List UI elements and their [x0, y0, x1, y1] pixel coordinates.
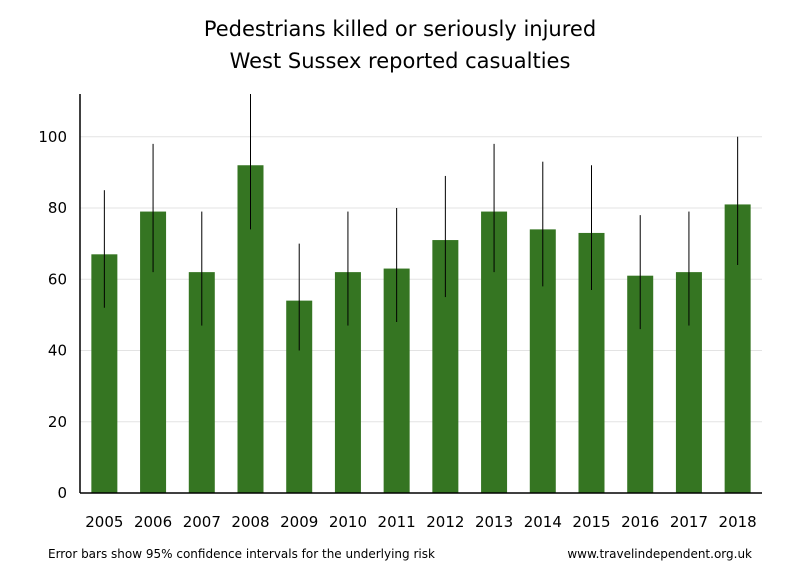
y-tick-label: 60: [48, 270, 67, 288]
axes: [79, 94, 762, 494]
y-tick-label: 20: [48, 413, 67, 431]
x-tick-label: 2008: [231, 513, 269, 531]
x-tick-label: 2006: [134, 513, 172, 531]
x-tick-label: 2014: [524, 513, 562, 531]
footnote-right: www.travelindependent.org.uk: [567, 547, 752, 561]
x-tick-label: 2017: [670, 513, 708, 531]
bars: [91, 165, 751, 493]
y-tick-labels: 0 20 40 60 80 100: [38, 128, 67, 502]
x-tick-label: 2015: [572, 513, 610, 531]
y-tick-label: 80: [48, 199, 67, 217]
footnote-left: Error bars show 95% confidence intervals…: [48, 547, 435, 561]
x-tick-label: 2013: [475, 513, 513, 531]
x-tick-label: 2010: [329, 513, 367, 531]
x-tick-label: 2005: [85, 513, 123, 531]
y-tick-label: 0: [57, 484, 67, 502]
error-bars: [103, 94, 739, 351]
chart-title: Pedestrians killed or seriously injured: [204, 17, 596, 41]
gridlines: [80, 136, 762, 423]
y-tick-label: 100: [38, 128, 67, 146]
x-tick-label: 2007: [183, 513, 221, 531]
y-tick-label: 40: [48, 342, 67, 360]
chart-subtitle: West Sussex reported casualties: [230, 49, 571, 73]
x-tick-label: 2018: [719, 513, 757, 531]
x-tick-label: 2011: [378, 513, 416, 531]
x-tick-label: 2009: [280, 513, 318, 531]
x-tick-label: 2016: [621, 513, 659, 531]
x-tick-labels: 2005 2006 2007 2008 2009 2010 2011 2012 2013 2014…: [85, 513, 756, 531]
x-tick-label: 2012: [426, 513, 464, 531]
